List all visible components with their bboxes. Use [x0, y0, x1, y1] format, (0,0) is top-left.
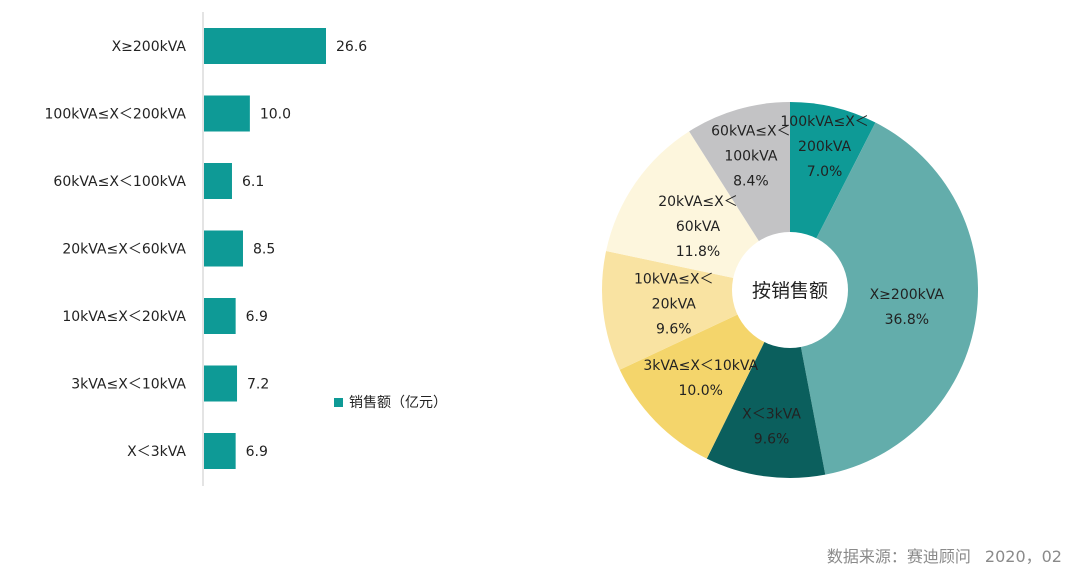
bar-value-label: 6.9 — [246, 444, 268, 460]
donut-hole — [732, 232, 848, 348]
legend-swatch — [334, 397, 343, 407]
bar-value-label: 6.1 — [242, 174, 264, 190]
category-label: 100kVA≤X＜200kVA — [45, 107, 187, 123]
pie-slice-label: 20kVA≤X＜ 60kVA 11.8% — [658, 194, 738, 260]
donut-center-label: 按销售额 — [752, 280, 828, 302]
category-label: X＜3kVA — [127, 444, 186, 460]
pie-slice-label: 100kVA≤X＜ 200kVA 7.0% — [780, 114, 868, 180]
bar-value-label: 8.5 — [253, 242, 275, 258]
bar — [204, 298, 236, 334]
category-label: 20kVA≤X＜60kVA — [62, 242, 186, 258]
data-source: 数据来源：赛迪顾问 2020，02 — [827, 543, 1062, 567]
bar-legend: 销售额（亿元） — [334, 392, 447, 412]
bar — [204, 365, 238, 402]
legend-label: 销售额（亿元） — [349, 395, 447, 411]
bar — [204, 163, 232, 199]
pie-slice — [790, 122, 978, 475]
source-date: 2020，02 — [984, 547, 1062, 566]
bar-value-label: 7.2 — [247, 377, 269, 393]
bar-value-label: 6.9 — [246, 309, 268, 325]
pie-slice-label: 60kVA≤X＜ 100kVA 8.4% — [711, 124, 791, 190]
pie-slice — [619, 290, 790, 459]
bar — [204, 95, 250, 132]
pie-chart: 按销售额 100kVA≤X＜ 200kVA 7.0% X≥200kVA 36.8% X＜3k… — [602, 102, 978, 478]
pie-slice-label: 10kVA≤X＜ 20kVA 9.6% — [634, 271, 714, 337]
bar-value-label: 10.0 — [260, 107, 291, 123]
bar — [204, 28, 326, 64]
pie-slice-label: 3kVA≤X＜10kVA 10.0% — [643, 358, 758, 399]
bar — [204, 433, 236, 469]
category-label: X≥200kVA — [112, 39, 187, 55]
bar-chart: X≥200kVA 26.6 100kVA≤X＜200kVA 10.0 60kVA≤X＜1… — [45, 12, 367, 486]
source-label: 数据来源：赛迪顾问 — [826, 547, 971, 566]
category-label: 10kVA≤X＜20kVA — [62, 309, 186, 325]
pie-slice-label: X＜3kVA 9.6% — [742, 406, 801, 447]
pie-slice-label: X≥200kVA 36.8% — [870, 287, 945, 328]
category-label: 3kVA≤X＜10kVA — [71, 377, 186, 393]
pie-slice — [606, 131, 790, 290]
bar-value-label: 26.6 — [336, 39, 367, 55]
category-label: 60kVA≤X＜100kVA — [53, 174, 186, 190]
bar — [204, 230, 243, 267]
